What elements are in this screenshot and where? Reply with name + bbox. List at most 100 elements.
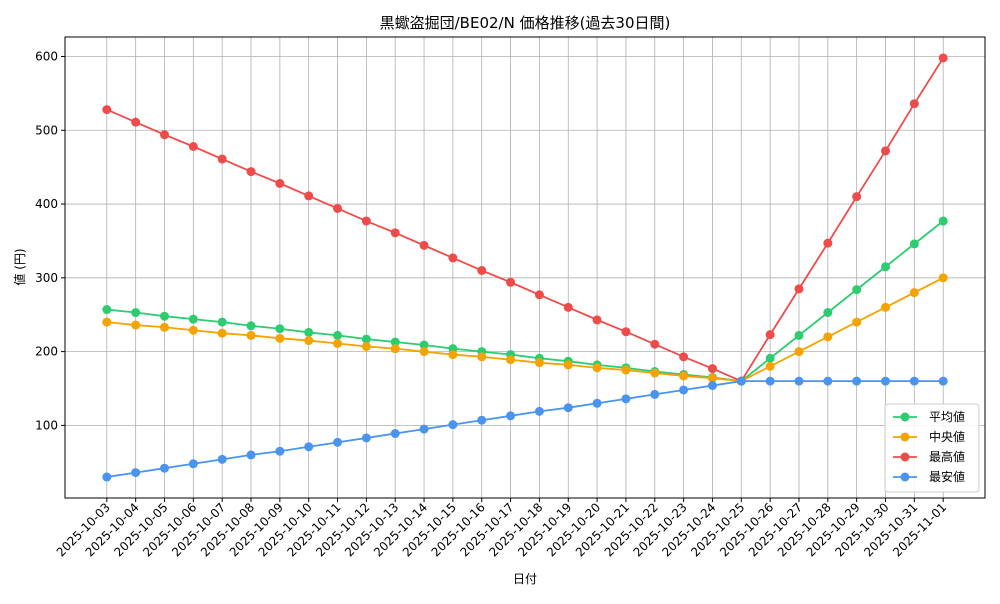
point	[650, 389, 660, 399]
y-tick-label: 100	[35, 418, 58, 432]
point	[131, 320, 141, 330]
point	[390, 429, 400, 439]
line	[106, 57, 944, 383]
point	[333, 437, 343, 447]
point	[852, 192, 862, 202]
point	[534, 358, 544, 368]
point	[592, 363, 602, 373]
legend-marker	[900, 432, 910, 442]
point	[361, 341, 371, 351]
point	[563, 302, 573, 312]
point	[881, 376, 891, 386]
point	[448, 350, 458, 360]
y-axis-label: 値 (円)	[12, 248, 27, 285]
y-tick-label: 500	[35, 123, 58, 137]
point	[275, 333, 285, 343]
point	[679, 371, 689, 381]
point	[506, 277, 516, 287]
legend-label: 平均値	[929, 409, 965, 424]
legend-label: 最高値	[929, 449, 965, 464]
point	[650, 339, 660, 349]
point	[102, 472, 112, 482]
y-tick-label: 200	[35, 345, 58, 359]
point	[246, 330, 256, 340]
point	[563, 360, 573, 370]
point	[621, 394, 631, 404]
point	[794, 347, 804, 357]
point	[419, 340, 429, 350]
point	[304, 191, 314, 201]
point	[477, 415, 487, 425]
point	[823, 308, 833, 318]
point	[679, 385, 689, 395]
plot-frame	[64, 36, 986, 499]
point	[159, 322, 169, 332]
point	[794, 284, 804, 294]
point	[419, 347, 429, 357]
point	[304, 327, 314, 337]
point	[765, 353, 775, 363]
point	[938, 53, 948, 63]
point	[823, 238, 833, 248]
point	[304, 442, 314, 452]
point	[188, 141, 198, 151]
point	[534, 406, 544, 416]
point	[852, 317, 862, 327]
point	[938, 273, 948, 283]
point	[534, 290, 544, 300]
point	[794, 330, 804, 340]
point	[217, 454, 227, 464]
y-tick-label: 400	[35, 197, 58, 211]
point	[852, 285, 862, 295]
y-tick-label: 600	[35, 49, 58, 63]
point	[159, 463, 169, 473]
point	[102, 317, 112, 327]
point	[390, 344, 400, 354]
point	[794, 376, 804, 386]
x-axis-label: 日付	[513, 572, 537, 586]
point	[765, 376, 775, 386]
point	[275, 446, 285, 456]
point	[881, 146, 891, 156]
point	[679, 352, 689, 362]
legend-marker	[900, 472, 910, 482]
line	[106, 277, 944, 383]
line	[106, 220, 944, 383]
point	[621, 365, 631, 375]
point	[736, 376, 746, 386]
line	[106, 380, 944, 478]
point	[246, 167, 256, 177]
point	[246, 450, 256, 460]
point	[275, 178, 285, 188]
point	[909, 288, 919, 298]
point	[361, 334, 371, 344]
point	[650, 368, 660, 378]
point	[909, 239, 919, 249]
point	[131, 468, 141, 478]
point	[823, 332, 833, 342]
point	[102, 105, 112, 115]
point	[477, 265, 487, 275]
point	[102, 305, 112, 315]
point	[938, 216, 948, 226]
point	[592, 315, 602, 325]
point	[823, 376, 833, 386]
point	[563, 403, 573, 413]
point	[217, 154, 227, 164]
point	[275, 324, 285, 334]
point	[304, 336, 314, 346]
y-tick-label: 300	[35, 271, 58, 285]
point	[159, 130, 169, 140]
point	[361, 216, 371, 226]
point	[765, 330, 775, 340]
chart-title: 黒蠍盗掘団/BE02/N 価格推移(過去30日間)	[380, 14, 671, 32]
point	[938, 376, 948, 386]
point	[131, 117, 141, 127]
point	[881, 302, 891, 312]
point	[419, 240, 429, 250]
point	[592, 398, 602, 408]
point	[707, 381, 717, 391]
point	[621, 327, 631, 337]
point	[707, 373, 717, 383]
point	[707, 364, 717, 374]
